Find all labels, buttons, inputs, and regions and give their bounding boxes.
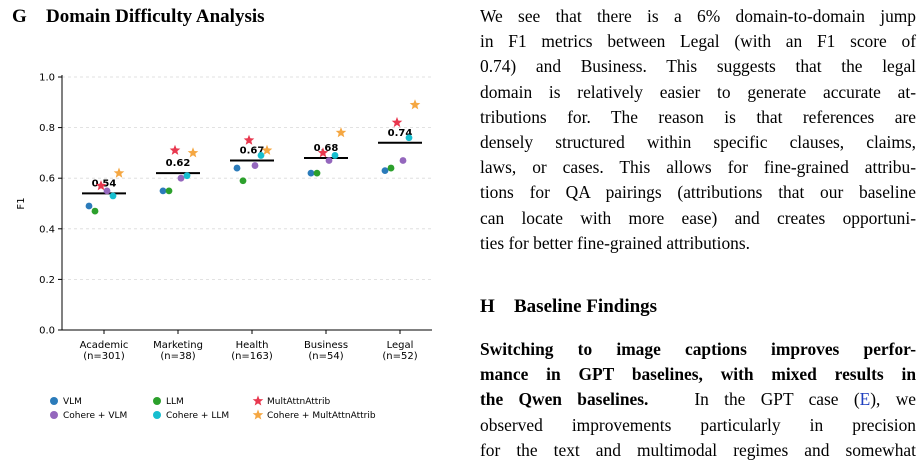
section-letter: H (480, 296, 495, 317)
x-tick-count-label: (n=52) (382, 351, 417, 362)
point-cohere-llm (183, 172, 191, 180)
section-title: Domain Difficulty Analysis (46, 6, 265, 27)
text-line: observed improvements particularly in pr… (480, 414, 916, 435)
text-line: tributions for. The reason is that refer… (480, 106, 916, 127)
legend-marker (50, 397, 58, 405)
point-llm (313, 169, 321, 177)
x-tick-count-label: (n=163) (231, 351, 273, 362)
point-vlm (233, 164, 241, 172)
point-llm (165, 187, 173, 195)
text-line: Switching to image captions improves per… (480, 339, 916, 359)
point-cohere-vlm (177, 174, 185, 182)
point-multattnattrib (95, 180, 107, 191)
legend-marker (153, 411, 161, 419)
text-line: mance in GPT baselines, with mixed resul… (480, 364, 916, 385)
legend-label: Cohere + MultAttnAttrib (267, 411, 376, 421)
y-tick-label: 0.0 (39, 326, 55, 337)
text-line: tions for QA pairings (attributions that… (480, 182, 916, 203)
appendix-link[interactable]: E (859, 389, 871, 410)
point-llm (387, 164, 395, 172)
point-cohere-vlm (399, 157, 407, 164)
text-line: for the text and multimodal regimes and … (480, 439, 916, 460)
text-line: can locate with more ease) and creates o… (480, 207, 916, 228)
point-llm (91, 207, 99, 215)
mean-label: 0.74 (388, 128, 413, 139)
legend-label: Cohere + VLM (63, 411, 127, 421)
point-cohere-llm (109, 192, 117, 200)
legend-label: LLM (166, 397, 184, 407)
y-tick-label: 0.6 (39, 174, 55, 185)
section-heading-h: H Baseline Findings (480, 296, 657, 318)
point-cohere-vlm (103, 187, 111, 195)
x-tick-count-label: (n=301) (83, 351, 125, 362)
point-cohere-vlm (251, 162, 259, 169)
point-multattnattrib (317, 147, 329, 158)
section-heading-g: G Domain Difficulty Analysis (12, 6, 265, 28)
paragraph-domain-difficulty: We see that there is a 6% domain-to-doma… (480, 4, 916, 256)
point-cohere-llm (257, 152, 265, 159)
legend-marker (252, 395, 264, 406)
text-line: densely structured within specific claus… (480, 131, 916, 152)
legend-marker (153, 397, 161, 405)
point-vlm (307, 169, 315, 177)
point-multattnattrib (391, 116, 403, 128)
text-line: the Qwen baselines. In the GPT case (E),… (480, 387, 916, 412)
text-line: domain is relatively easier to generate … (480, 81, 916, 102)
text-line: 0.74) and Business. This suggests that t… (480, 56, 916, 77)
y-axis-label: F1 (16, 197, 27, 209)
point-multattnattrib (169, 144, 181, 155)
x-tick-count-label: (n=54) (308, 351, 343, 362)
point-cohere-multattnattrib (187, 147, 199, 158)
f1-domain-chart: 0.0 0.2 0.4 0.6 0.8 1.0 F1 Academic(n=301) Marke… (16, 73, 432, 421)
point-llm (239, 177, 247, 185)
point-cohere-multattnattrib (409, 99, 421, 110)
point-cohere-multattnattrib (113, 167, 125, 178)
point-cohere-llm (331, 152, 339, 159)
mean-label: 0.67 (240, 145, 265, 156)
legend-marker (252, 409, 264, 420)
legend-label: MultAttnAttrib (267, 397, 331, 407)
x-tick-label: Legal (387, 340, 414, 351)
point-vlm (159, 187, 167, 195)
paragraph-baseline-findings: Switching to image captions improves per… (480, 337, 916, 463)
mean-label: 0.54 (92, 178, 117, 189)
x-tick-label: Health (236, 340, 269, 351)
text-line: ties for better fine-grained attribution… (480, 232, 750, 253)
text-line: We see that there is a 6% domain-to-doma… (480, 6, 916, 26)
point-cohere-multattnattrib (335, 127, 347, 138)
text-line: laws, or cases. This allows for fine-gra… (480, 157, 916, 178)
section-title: Baseline Findings (514, 296, 658, 317)
section-letter: G (12, 6, 27, 27)
text-line: in F1 metrics between Legal (with an F1 … (480, 31, 916, 52)
text-fragment: ), we (870, 389, 916, 410)
mean-label: 0.68 (314, 143, 339, 154)
mean-label: 0.62 (166, 158, 191, 169)
x-tick-label: Academic (80, 340, 129, 351)
point-vlm (85, 202, 93, 210)
point-vlm (381, 167, 389, 175)
y-tick-label: 1.0 (39, 73, 55, 84)
y-tick-label: 0.4 (39, 224, 55, 235)
legend-marker (50, 411, 58, 419)
x-tick-count-label: (n=38) (160, 351, 195, 362)
point-cohere-vlm (325, 157, 333, 164)
point-cohere-llm (405, 134, 413, 142)
y-tick-label: 0.8 (39, 123, 55, 134)
bold-phrase: the Qwen baselines. (480, 389, 649, 410)
text-fragment: In the GPT case ( (694, 389, 860, 410)
point-cohere-multattnattrib (261, 144, 273, 155)
x-tick-label: Business (304, 340, 348, 351)
legend-label: Cohere + LLM (166, 411, 229, 421)
legend-label: VLM (63, 397, 82, 407)
y-tick-label: 0.2 (39, 275, 55, 286)
x-tick-label: Marketing (153, 340, 203, 351)
point-multattnattrib (243, 134, 255, 145)
